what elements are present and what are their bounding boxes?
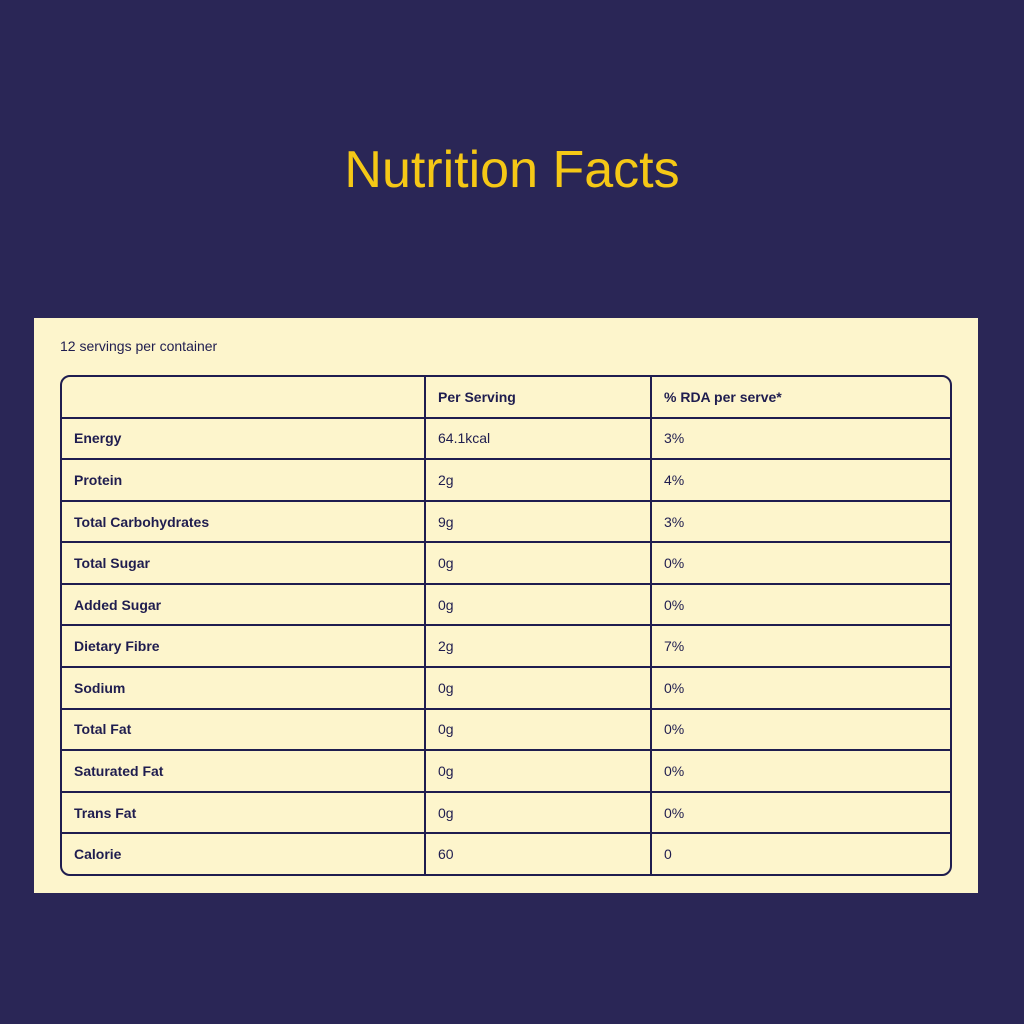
table-row: Saturated Fat 0g 0% xyxy=(62,750,950,793)
nutrient-value: 2g xyxy=(425,459,652,502)
nutrient-name: Total Fat xyxy=(62,708,426,752)
nutrient-name: Energy xyxy=(62,417,426,461)
header-cell: Per Serving xyxy=(425,377,652,419)
nutrient-value: 9g xyxy=(425,500,652,544)
nutrient-value: 0g xyxy=(425,791,652,835)
nutrient-value: 2g xyxy=(425,625,652,669)
nutrient-name: Dietary Fibre xyxy=(62,625,426,669)
nutrient-name: Trans Fat xyxy=(62,791,426,835)
nutrient-value: 0g xyxy=(425,583,652,627)
nutrient-name: Total Carbohydrates xyxy=(62,500,426,544)
nutrient-name: Total Sugar xyxy=(62,542,426,585)
nutrient-name: Calorie xyxy=(62,833,426,874)
title: Nutrition Facts xyxy=(344,141,680,199)
table-row: Dietary Fibre 2g 7% xyxy=(62,625,950,669)
servings-note: 12 servings per container xyxy=(60,338,218,354)
table-row: Added Sugar 0g 0% xyxy=(62,583,950,627)
table-row: Calorie 60 0 xyxy=(62,833,950,874)
nutrient-value: 0g xyxy=(425,708,652,752)
table-row: Sodium 0g 0% xyxy=(62,667,950,710)
header-cell xyxy=(62,377,426,419)
nutrient-value: 3% xyxy=(651,417,950,461)
nutrient-name: Saturated Fat xyxy=(62,750,426,793)
nutrient-value: 3% xyxy=(651,500,950,544)
nutrient-value: 0% xyxy=(651,750,950,793)
nutrient-name: Sodium xyxy=(62,667,426,710)
nutrient-name: Added Sugar xyxy=(62,583,426,627)
table-row: Total Carbohydrates 9g 3% xyxy=(62,500,950,544)
nutrient-value: 0% xyxy=(651,542,950,585)
table-row: Total Sugar 0g 0% xyxy=(62,542,950,585)
nutrient-value: 4% xyxy=(651,459,950,502)
card: 12 servings per container Per Serving% R… xyxy=(34,318,978,893)
nutrient-value: 0% xyxy=(651,708,950,752)
table-row: Energy 64.1kcal 3% xyxy=(62,417,950,461)
nutrition-table: Per Serving% RDA per serve* Energy 64.1kca… xyxy=(62,377,950,874)
nutrient-value: 0% xyxy=(651,667,950,710)
nutrient-value: 0g xyxy=(425,542,652,585)
nutrient-value: 0% xyxy=(651,583,950,627)
nutrient-value: 0g xyxy=(425,667,652,710)
nutrient-value: 0g xyxy=(425,750,652,793)
nutrient-value: 0% xyxy=(651,791,950,835)
nutrient-value: 0 xyxy=(664,846,672,863)
nutrient-value: 60 xyxy=(425,833,652,874)
table-frame: Per Serving% RDA per serve* Energy 64.1kca… xyxy=(60,375,952,876)
nutrient-value: 7% xyxy=(651,625,950,669)
header-cell: % RDA per serve* xyxy=(651,377,950,419)
table-row: Protein 2g 4% xyxy=(62,459,950,502)
nutrient-value: 64.1kcal xyxy=(425,417,652,461)
nutrient-name: Protein xyxy=(62,459,426,502)
table-row: Total Fat 0g 0% xyxy=(62,708,950,752)
header-row: Per Serving% RDA per serve* xyxy=(62,377,950,419)
table-row: Trans Fat 0g 0% xyxy=(62,791,950,835)
